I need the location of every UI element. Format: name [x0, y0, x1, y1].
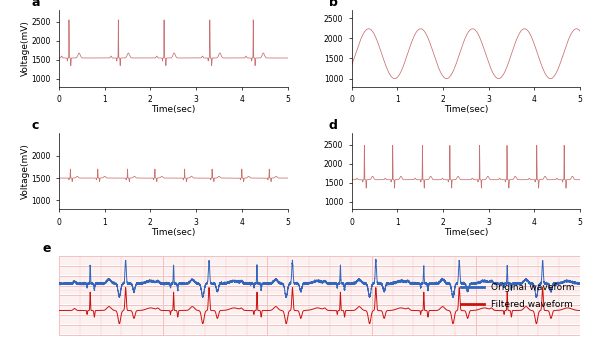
Y-axis label: Voltage(mV): Voltage(mV)	[21, 21, 30, 76]
X-axis label: Time(sec): Time(sec)	[151, 105, 196, 114]
X-axis label: Time(sec): Time(sec)	[444, 228, 488, 237]
Text: c: c	[31, 119, 39, 132]
Text: a: a	[31, 0, 40, 9]
X-axis label: Time(sec): Time(sec)	[444, 105, 488, 114]
Text: e: e	[42, 242, 51, 255]
Y-axis label: Voltage(mV): Voltage(mV)	[21, 143, 30, 199]
Text: b: b	[329, 0, 337, 9]
Legend: Original waveform, Filtered waveform: Original waveform, Filtered waveform	[458, 280, 578, 312]
Text: d: d	[329, 119, 337, 132]
X-axis label: Time(sec): Time(sec)	[151, 228, 196, 237]
